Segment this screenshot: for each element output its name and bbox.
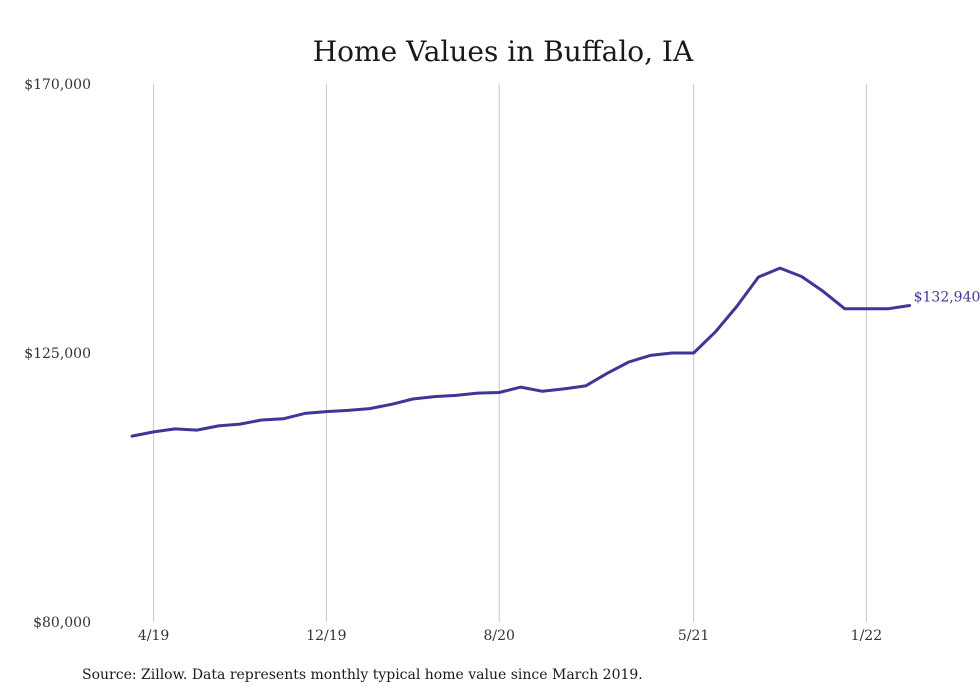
chart-title: Home Values in Buffalo, IA	[313, 35, 694, 68]
x-tick-label: 8/20	[483, 628, 514, 644]
y-tick-label: $170,000	[24, 77, 91, 93]
series-line	[130, 266, 912, 438]
gridlines	[153, 84, 867, 622]
y-axis-tick-labels: $80,000 $125,000 $170,000	[24, 77, 91, 631]
x-tick-label: 12/19	[306, 628, 346, 644]
end-value-label: $132,940	[914, 290, 980, 306]
x-tick-label: 4/19	[138, 628, 169, 644]
y-tick-label: $80,000	[33, 615, 91, 631]
x-tick-label: 5/21	[678, 628, 709, 644]
x-tick-label: 1/22	[851, 628, 882, 644]
source-note: Source: Zillow. Data represents monthly …	[82, 667, 643, 683]
x-axis-tick-labels: 4/19 12/19 8/20 5/21 1/22	[138, 628, 882, 644]
y-tick-label: $125,000	[24, 346, 91, 362]
